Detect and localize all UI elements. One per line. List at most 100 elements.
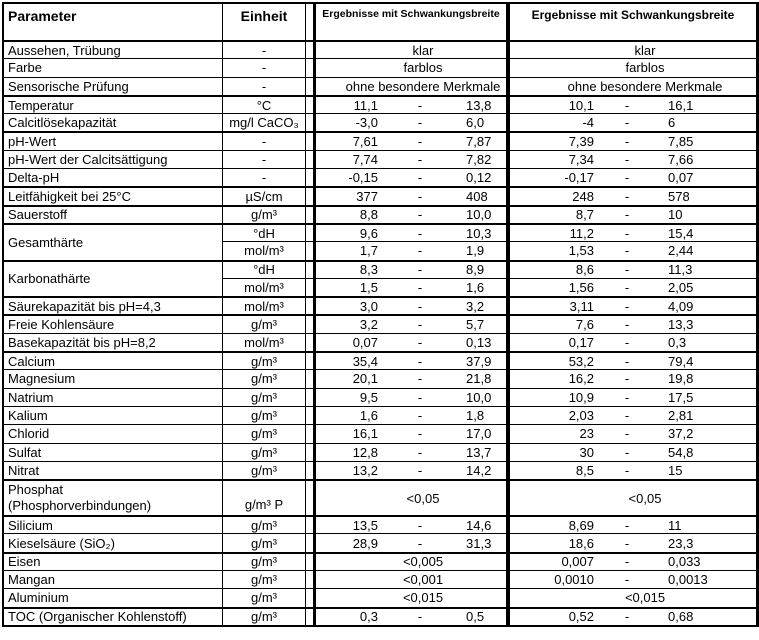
unit-cell: g/m³ (223, 515, 306, 534)
range-max: 0,07 (668, 170, 694, 186)
result-row: 0,007 - 0,033 (510, 551, 756, 571)
merged-value: klar (412, 42, 434, 58)
range-dash: - (624, 408, 630, 424)
result-row: 11,1 - 13,8 (316, 94, 506, 114)
range-dash: - (624, 317, 630, 333)
unit-cell: g/m³ (223, 606, 306, 625)
result-row: 7,6 - 13,3 (510, 314, 756, 333)
range-max: 1,9 (466, 243, 485, 259)
row-spacer (306, 277, 313, 297)
range-min: 1,53 (568, 243, 594, 259)
range-dash: - (417, 444, 423, 460)
range-min: 28,9 (352, 535, 378, 551)
result-row: 18,6 - 23,3 (510, 533, 756, 552)
parameter-cell: Magnesium (4, 369, 223, 388)
range-min: 248 (572, 189, 594, 205)
result-row: 0,17 - 0,3 (510, 332, 756, 352)
result-row: 12,8 - 13,7 (316, 442, 506, 461)
result-row: 9,6 - 10,3 (316, 222, 506, 242)
result-row: 1,6 - 1,8 (316, 405, 506, 425)
range-max: 578 (668, 189, 690, 205)
unit-cell: - (223, 168, 306, 187)
range-min: 8,8 (359, 207, 378, 223)
range-min: 7,34 (568, 151, 594, 167)
unit-cell: g/m³ (223, 588, 306, 607)
range-max: 0,68 (668, 609, 694, 625)
range-dash: - (624, 134, 630, 150)
range-dash: - (417, 243, 423, 259)
merged-value: <0,001 (402, 572, 444, 588)
result-row: 10,1 - 16,1 (510, 94, 756, 114)
row-spacer (306, 351, 313, 370)
range-min: 12,8 (352, 444, 378, 460)
result-row: <0,05 (316, 479, 506, 516)
result-row: -4 - 6 (510, 113, 756, 132)
range-max: 7,82 (466, 151, 492, 167)
range-min: 3,2 (359, 317, 378, 333)
range-max: 31,3 (466, 535, 492, 551)
range-max: 21,8 (466, 371, 492, 387)
range-min: 3,0 (359, 298, 378, 314)
unit-cell: - (223, 58, 306, 77)
results-block-1: Ergebnisse mit Schwankungsbreite klar far… (313, 2, 509, 627)
range-dash: - (417, 225, 423, 241)
range-max: 15 (668, 462, 683, 478)
row-spacer (306, 606, 313, 625)
row-spacer (306, 259, 313, 278)
range-dash: - (624, 609, 630, 625)
result-row: 11,2 - 15,4 (510, 222, 756, 242)
result-row: 28,9 - 31,3 (316, 533, 506, 552)
range-dash: - (624, 262, 630, 278)
range-max: 4,09 (668, 298, 694, 314)
result-row: 23 - 37,2 (510, 424, 756, 443)
row-spacer (306, 76, 313, 95)
range-dash: - (624, 462, 630, 478)
range-max: 14,2 (466, 462, 492, 478)
range-dash: - (624, 444, 630, 460)
parameter-cell: Sauerstoff (4, 204, 223, 223)
result-row: 3,2 - 5,7 (316, 314, 506, 333)
range-dash: - (624, 554, 630, 570)
parameter-cell: TOC (Organischer Kohlenstoff) (4, 606, 223, 625)
row-spacer (306, 222, 313, 242)
unit-cell: g/m³ (223, 570, 306, 589)
range-dash: - (624, 170, 630, 186)
result-row: 377 - 408 (316, 186, 506, 205)
range-dash: - (624, 97, 630, 113)
range-dash: - (417, 97, 423, 113)
results-block-2: Ergebnisse mit Schwankungsbreite klar far… (507, 2, 759, 627)
parameter-cell: Calcitlösekapazität (4, 113, 223, 132)
range-dash: - (624, 535, 630, 551)
row-spacer (306, 515, 313, 534)
range-max: 1,6 (466, 280, 485, 295)
range-min: 20,1 (352, 371, 378, 387)
range-max: 2,05 (668, 280, 694, 295)
unit-cell: °dH (223, 222, 306, 242)
row-spacer (306, 387, 313, 406)
range-dash: - (417, 535, 423, 551)
row-spacer (306, 186, 313, 205)
range-min: 0,52 (568, 609, 594, 625)
range-dash: - (624, 243, 630, 259)
range-max: 10 (668, 207, 683, 223)
parameter-cell: Farbe (4, 58, 223, 77)
result-row: 16,1 - 17,0 (316, 424, 506, 443)
result-row: 1,7 - 1,9 (316, 241, 506, 260)
parameter-cell: Leitfähigkeit bei 25°C (4, 186, 223, 205)
result-row: 0,3 - 0,5 (316, 606, 506, 625)
range-max: 0,12 (466, 170, 492, 186)
result-row: 20,1 - 21,8 (316, 369, 506, 388)
result-row: 53,2 - 79,4 (510, 351, 756, 370)
range-max: 6 (668, 115, 676, 131)
parameter-cell: Chlorid (4, 424, 223, 443)
range-max: 0,3 (668, 334, 687, 350)
row-spacer (306, 405, 313, 425)
result-row: <0,015 (316, 588, 506, 607)
result-row: <0,015 (510, 588, 756, 607)
range-min: 377 (356, 189, 378, 205)
result-row: 7,61 - 7,87 (316, 131, 506, 150)
range-min: 8,69 (568, 517, 594, 533)
range-min: 0,0010 (554, 572, 594, 588)
parameter-cell: Aluminium (4, 588, 223, 607)
range-max: 10,0 (466, 207, 492, 223)
